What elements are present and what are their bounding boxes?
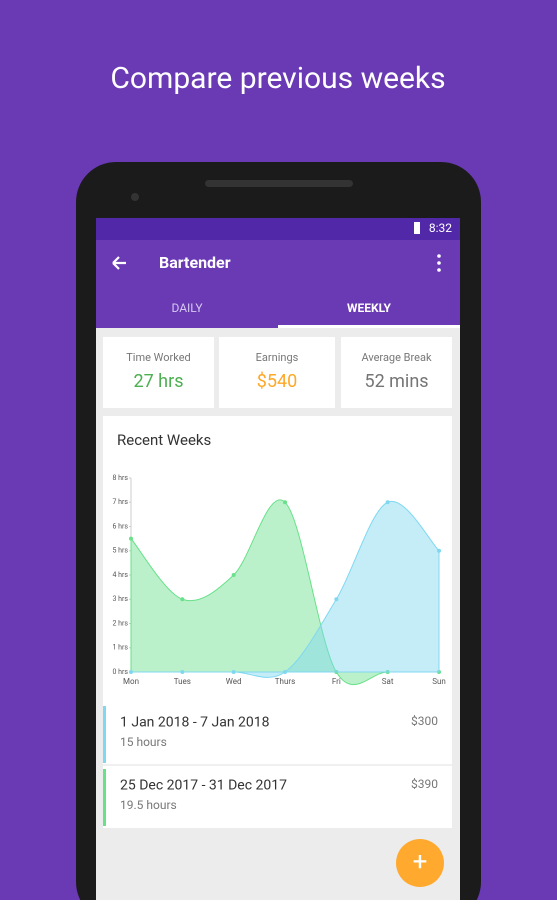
stat-label: Average Break — [361, 351, 432, 364]
x-tick-label: Tues — [174, 677, 191, 686]
back-button[interactable] — [112, 256, 126, 270]
tab-daily[interactable]: DAILY — [171, 301, 203, 315]
x-tick-label: Fri — [332, 677, 341, 686]
y-tick-label: 6 hrs — [112, 522, 128, 530]
week-earnings: $390 — [411, 777, 438, 791]
week-range: 1 Jan 2018 - 7 Jan 2018 — [120, 715, 270, 731]
week-range: 25 Dec 2017 - 31 Dec 2017 — [120, 778, 287, 794]
battery-icon — [414, 222, 420, 234]
fab-icon[interactable]: + — [413, 847, 428, 877]
stat-card — [219, 337, 335, 408]
point — [129, 536, 133, 541]
app-bar — [96, 240, 460, 328]
point — [180, 670, 185, 674]
week-hours: 19.5 hours — [120, 798, 177, 812]
app-title: Bartender — [159, 253, 231, 272]
stat-label: Earnings — [256, 351, 299, 364]
point — [231, 670, 236, 674]
stat-label: Time Worked — [126, 351, 191, 364]
point — [283, 670, 287, 674]
point — [437, 548, 441, 553]
point — [334, 597, 339, 602]
chart-card — [103, 416, 452, 828]
y-tick-label: 2 hrs — [112, 619, 128, 627]
y-tick-label: 8 hrs — [112, 474, 128, 482]
point — [231, 573, 236, 577]
stat-value: 52 mins — [364, 371, 428, 392]
menu-button[interactable] — [437, 254, 441, 272]
tab-indicator — [278, 325, 460, 328]
headline: Compare previous weeks — [110, 61, 445, 96]
point — [283, 500, 287, 505]
area — [131, 500, 440, 678]
week-earnings: $300 — [411, 714, 438, 728]
camera — [131, 193, 139, 201]
y-tick-label: 1 hrs — [112, 644, 128, 652]
x-tick-label: Thurs — [275, 677, 295, 686]
point — [385, 500, 390, 505]
y-tick-label: 4 hrs — [112, 571, 128, 579]
status-bar — [96, 218, 460, 240]
y-tick-label: 7 hrs — [112, 498, 128, 506]
stat-card — [341, 337, 452, 408]
x-tick-label: Sun — [432, 677, 446, 686]
y-tick-label: 3 hrs — [112, 595, 128, 603]
x-tick-label: Sat — [382, 677, 394, 686]
fab[interactable] — [396, 839, 444, 887]
point — [180, 597, 185, 602]
stat-value: 27 hrs — [133, 371, 183, 392]
speaker — [205, 180, 353, 187]
x-tick-label: Wed — [226, 677, 242, 686]
week-color-bar — [103, 706, 106, 763]
x-tick-label: Mon — [123, 677, 139, 686]
week-color-bar — [103, 769, 106, 826]
y-tick-label: 5 hrs — [112, 547, 128, 555]
status-time: 8:32 — [429, 221, 452, 235]
stat-card — [103, 337, 214, 408]
tab-weekly[interactable]: WEEKLY — [347, 301, 392, 315]
week-hours: 15 hours — [120, 735, 167, 749]
y-tick-label: 0 hrs — [112, 668, 128, 676]
stat-value: $540 — [257, 371, 297, 392]
point — [129, 670, 133, 674]
chart-title: Recent Weeks — [117, 431, 211, 449]
